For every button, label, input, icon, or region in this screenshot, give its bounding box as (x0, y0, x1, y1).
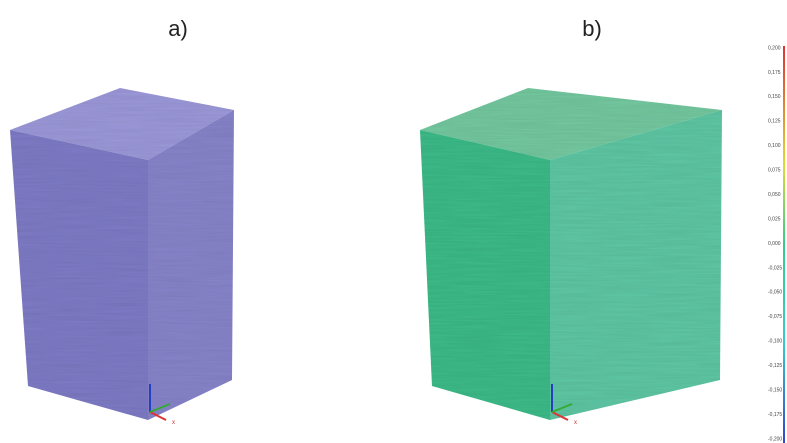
scale-tick-label: 0,075 (768, 168, 781, 174)
scale-tick-label: 0,200 (768, 45, 781, 51)
panel-label: b) (582, 16, 602, 41)
scale-tick-label: -0,050 (768, 290, 782, 296)
scale-tick-label: -0,150 (768, 387, 782, 393)
scale-tick-label: -0,175 (768, 412, 782, 418)
cube-b (420, 88, 722, 420)
scale-tick-label: 0,000 (768, 241, 781, 247)
scale-tick-label: 0,050 (768, 192, 781, 198)
scale-tick-label: -0,200 (768, 436, 782, 442)
axis-label: x (172, 420, 175, 426)
scale-tick-label: 0,150 (768, 94, 781, 100)
scale-tick-label: 0,125 (768, 119, 781, 125)
axis-label: x (574, 420, 577, 426)
figure: a) b) x x 0,200 0,175 0,150 0,125 0,100 0,075… (0, 0, 787, 443)
scale-tick-label: -0,125 (768, 363, 782, 369)
scale-tick-label: 0,175 (768, 70, 781, 76)
scale-ticks: 0,200 0,175 0,150 0,125 0,100 0,075 0,050 0,025… (768, 45, 782, 442)
scale-tick-label: -0,025 (768, 265, 782, 271)
color-scale (783, 46, 785, 443)
scale-tick-label: 0,025 (768, 216, 781, 222)
panel-label: a) (168, 16, 188, 41)
cube-a (10, 88, 234, 420)
scale-tick-label: -0,075 (768, 314, 782, 320)
scale-tick-label: -0,100 (768, 339, 782, 345)
scale-tick-label: 0,100 (768, 143, 781, 149)
